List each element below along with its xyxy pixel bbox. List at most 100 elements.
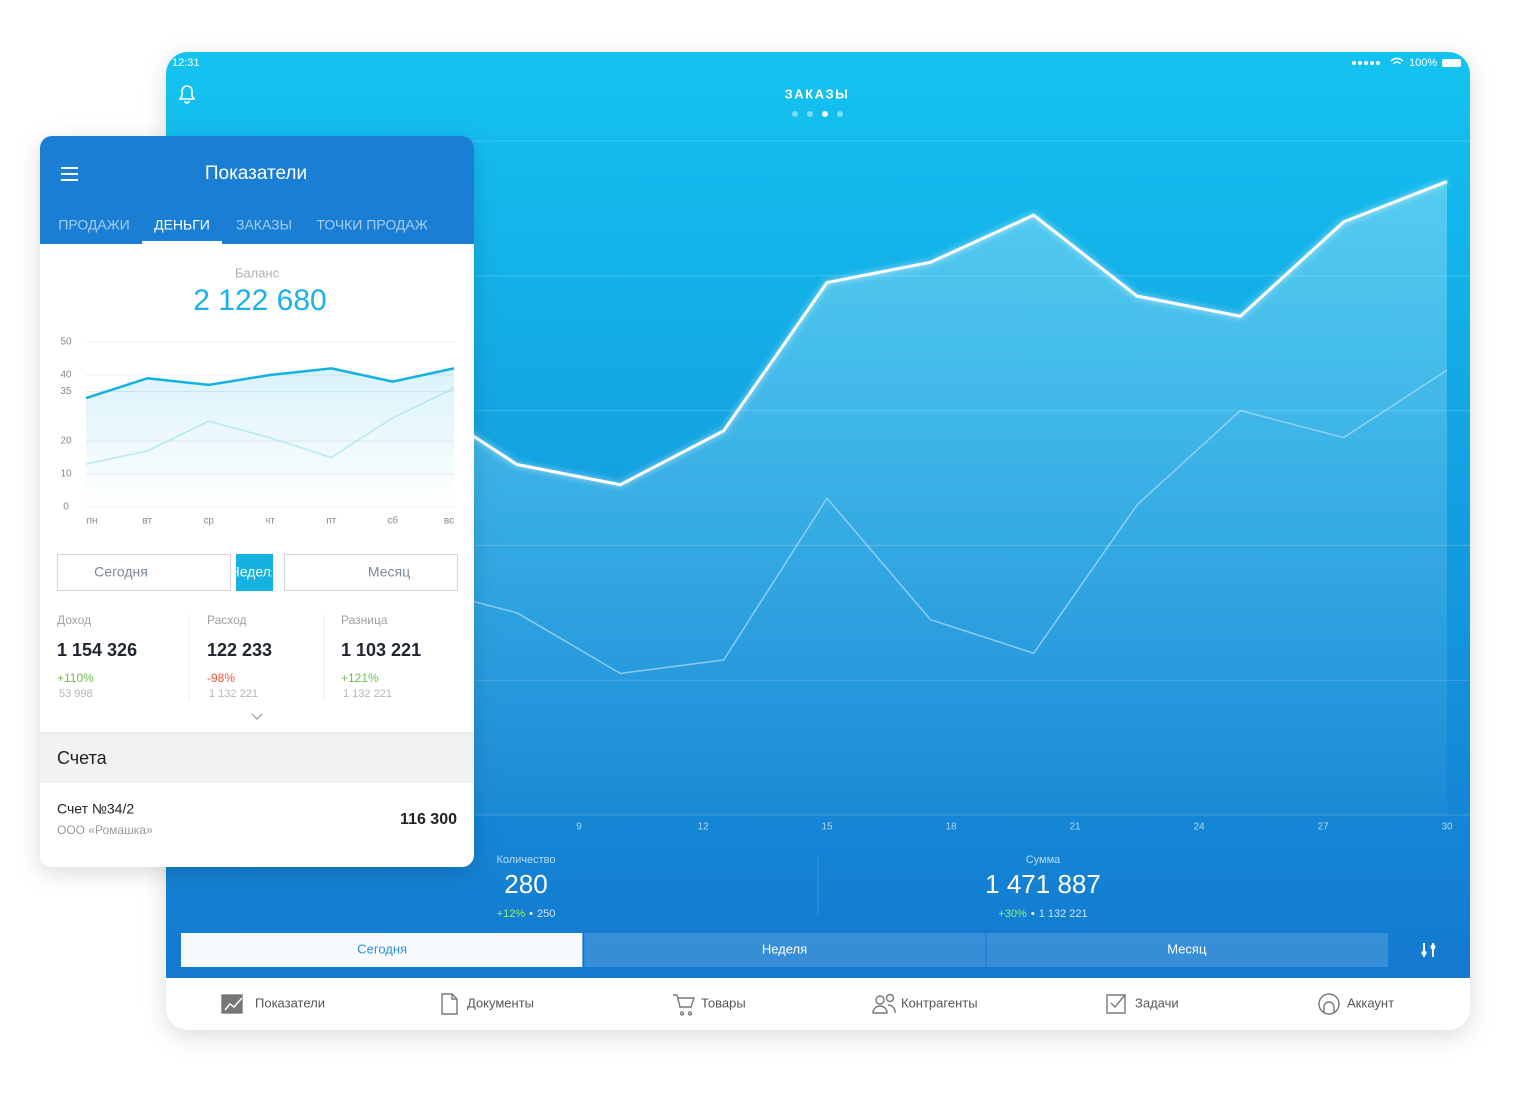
tab-underline (142, 241, 222, 244)
tab-bar-items: Показатели Документы Товары Контрагенты Зада… (255, 995, 1394, 1010)
x-tick-label: 30 (1441, 822, 1453, 833)
phone: Показатели ПРОДАЖИ ДЕНЬГИ ЗАКАЗЫ ТОЧКИ ПРОД… (40, 136, 474, 867)
stat-change: +12% (497, 908, 526, 920)
phone-period-switch: Сегодня Неделя Месяц (57, 554, 458, 591)
stat-value: 1 154 326 (57, 640, 137, 660)
tab-label[interactable]: Контрагенты (901, 995, 978, 1010)
x-tick-label: 24 (1193, 822, 1205, 833)
x-tick-label: ср (203, 516, 214, 527)
stat-previous: 1 132 221 (1039, 908, 1088, 920)
y-tick-label: 0 (63, 502, 69, 513)
expand-icon[interactable] (251, 713, 263, 721)
stat-previous: 250 (537, 908, 555, 920)
balance-value: 2 122 680 (193, 284, 326, 317)
bullet: • (1031, 908, 1035, 920)
x-tick-label: 15 (821, 822, 833, 833)
x-tick-label: вт (142, 516, 152, 527)
tab-label[interactable]: Документы (467, 995, 534, 1010)
period-button[interactable] (584, 933, 986, 967)
status-battery: 100% (1409, 57, 1437, 69)
tab-label[interactable]: Аккаунт (1347, 995, 1394, 1010)
series-line (85, 367, 455, 400)
phone-tab[interactable]: ДЕНЬГИ (154, 217, 210, 233)
money-stats: Доход 1 154 326 +110% 53 998 Расход 122 233 -9… (57, 613, 421, 700)
money-chart: 0 10 20 35 40 50 пн вт ср чт пт сб вс (60, 337, 455, 527)
period-label: Месяц (1167, 941, 1207, 956)
stat-compare: +30% • 1 132 221 (998, 908, 1087, 920)
stat-previous: 53 998 (59, 688, 93, 700)
y-tick-label: 50 (60, 337, 72, 348)
status-time: 12:31 (172, 57, 200, 69)
stat-previous: 1 132 221 (209, 688, 258, 700)
wifi-icon (1390, 57, 1404, 65)
stat-label: Расход (207, 613, 247, 627)
signal (1352, 61, 1380, 65)
x-tick-label: сб (387, 515, 398, 527)
phone-tab[interactable]: ЗАКАЗЫ (236, 217, 292, 233)
x-tick-label: 12 (697, 822, 709, 833)
phone-title: Показатели (205, 163, 307, 184)
stat-previous: 1 132 221 (343, 688, 392, 700)
stat-change: +30% (998, 908, 1027, 920)
stat-compare: +12% • 250 (497, 908, 556, 920)
tab-label[interactable]: Товары (701, 995, 746, 1010)
stat-label: Количество (496, 854, 555, 866)
menu-icon[interactable] (61, 167, 78, 181)
tab-icons (221, 993, 1340, 1016)
phone-header (40, 136, 474, 244)
x-tick-label: 18 (945, 822, 957, 833)
page-dots (792, 111, 843, 117)
phone-tabs: ПРОДАЖИ ДЕНЬГИ ЗАКАЗЫ ТОЧКИ ПРОДАЖ (58, 217, 428, 244)
bullet: • (529, 908, 533, 920)
period-button[interactable] (284, 554, 458, 591)
y-tick-label: 40 (60, 370, 72, 381)
balance-label: Баланс (235, 265, 280, 280)
stat-change: -98% (207, 671, 235, 685)
period-button[interactable] (57, 554, 231, 591)
stat-value: 1 471 887 (985, 869, 1101, 899)
period-button[interactable] (181, 933, 583, 967)
x-tick-label: чт (265, 516, 275, 527)
tab-bar (166, 978, 1470, 1030)
phone-tab[interactable]: ПРОДАЖИ (58, 217, 129, 233)
tab-label[interactable]: Показатели (255, 995, 325, 1010)
stat-label: Доход (57, 613, 91, 627)
filter-knobs (1421, 944, 1436, 956)
account-name: Счет №34/2 (57, 801, 134, 817)
stat-label: Разница (341, 613, 388, 627)
stat-value: 280 (504, 869, 547, 899)
y-tick-label: 20 (60, 436, 72, 447)
screen-title: ЗАКАЗЫ (785, 86, 850, 101)
tab-label[interactable]: Задачи (1135, 995, 1179, 1010)
x-tick-label: 27 (1317, 822, 1329, 833)
series-line (85, 387, 455, 465)
account-amount: 116 300 (400, 811, 457, 828)
x-tick-label: пн (87, 516, 98, 527)
period-switch: Сегодня Неделя Месяц (181, 933, 1388, 967)
period-label: Сегодня (357, 941, 407, 956)
stat-value: 122 233 (207, 640, 272, 660)
period-label: Сегодня (94, 564, 148, 580)
period-button[interactable] (236, 554, 273, 591)
period-label: Неделя (230, 564, 279, 580)
battery-icon (1442, 59, 1461, 67)
stat-change: +121% (341, 671, 379, 685)
stat-value: 1 103 221 (341, 640, 421, 660)
period-button[interactable] (986, 933, 1388, 967)
accounts-title: Счета (57, 748, 108, 768)
x-tick-label: пт (326, 516, 336, 527)
accounts-header (40, 733, 474, 783)
account-company: ООО «Ромашка» (57, 823, 153, 837)
stat-change: +110% (57, 671, 94, 685)
y-tick-label: 35 (60, 386, 72, 397)
phone-tab[interactable]: ТОЧКИ ПРОДАЖ (316, 217, 427, 233)
x-tick-label: вс (444, 516, 454, 527)
account-row[interactable]: Счет №34/2 ООО «Ромашка» 116 300 (57, 801, 457, 837)
bell-icon[interactable] (178, 85, 196, 104)
period-label: Месяц (368, 564, 410, 580)
stat-label: Сумма (1026, 854, 1061, 866)
